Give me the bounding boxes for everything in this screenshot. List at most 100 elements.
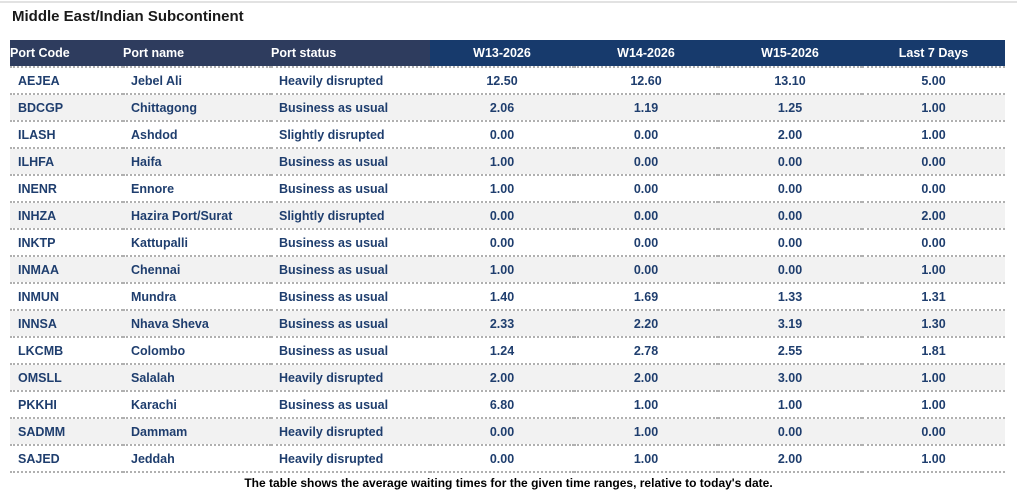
top-divider — [0, 1, 1017, 3]
last-7-days-cell: 5.00 — [862, 66, 1005, 94]
column-header-last-7-days: Last 7 Days — [862, 40, 1005, 67]
w14-2026-cell: 12.60 — [574, 66, 718, 94]
port-code-cell: LKCMB — [10, 336, 123, 364]
w13-2026-cell: 0.00 — [430, 228, 574, 256]
page-title: Middle East/Indian Subcontinent — [12, 8, 244, 25]
port-name-cell: Salalah — [123, 363, 271, 391]
w15-2026-cell: 3.00 — [718, 363, 862, 391]
port-name-cell: Ashdod — [123, 120, 271, 148]
last-7-days-cell: 1.81 — [862, 336, 1005, 364]
last-7-days-cell: 0.00 — [862, 417, 1005, 445]
port-name-cell: Jebel Ali — [123, 66, 271, 94]
column-header-port-status: Port status — [271, 40, 430, 67]
w13-2026-cell: 2.00 — [430, 363, 574, 391]
w14-2026-cell: 0.00 — [574, 174, 718, 202]
w13-2026-cell: 0.00 — [430, 120, 574, 148]
last-7-days-cell: 1.30 — [862, 309, 1005, 337]
w15-2026-cell: 0.00 — [718, 147, 862, 175]
w13-2026-cell: 1.00 — [430, 147, 574, 175]
table-row: LKCMB Colombo Business as usual 1.24 2.78 2.5… — [10, 336, 1005, 364]
last-7-days-cell: 1.00 — [862, 444, 1005, 473]
w15-2026-cell: 1.25 — [718, 93, 862, 121]
column-header-w15-2026: W15-2026 — [718, 40, 862, 67]
w15-2026-cell: 1.33 — [718, 282, 862, 310]
table-row: SADMM Dammam Heavily disrupted 0.00 1.00 0.00… — [10, 417, 1005, 445]
port-waiting-times-table: Port Code Port name Port status W13-2026 W14… — [10, 40, 1005, 473]
port-code-cell: INKTP — [10, 228, 123, 256]
port-code-cell: AEJEA — [10, 66, 123, 94]
port-status-cell: Heavily disrupted — [271, 66, 430, 94]
table-row: INHZA Hazira Port/Surat Slightly disrupted… — [10, 201, 1005, 229]
w14-2026-cell: 0.00 — [574, 255, 718, 283]
w15-2026-cell: 3.19 — [718, 309, 862, 337]
w15-2026-cell: 0.00 — [718, 255, 862, 283]
last-7-days-cell: 0.00 — [862, 147, 1005, 175]
w14-2026-cell: 1.69 — [574, 282, 718, 310]
port-status-cell: Heavily disrupted — [271, 417, 430, 445]
w13-2026-cell: 1.24 — [430, 336, 574, 364]
footer-note: The table shows the average waiting time… — [244, 476, 773, 490]
port-code-cell: OMSLL — [10, 363, 123, 391]
port-code-cell: ILHFA — [10, 147, 123, 175]
table-row: AEJEA Jebel Ali Heavily disrupted 12.50 12.6… — [10, 66, 1005, 94]
column-header-w14-2026: W14-2026 — [574, 40, 718, 67]
port-status-cell: Slightly disrupted — [271, 120, 430, 148]
port-table-body: AEJEA Jebel Ali Heavily disrupted 12.50 12.6… — [10, 66, 1005, 473]
last-7-days-cell: 0.00 — [862, 228, 1005, 256]
table-row: ILASH Ashdod Slightly disrupted 0.00 0.00 2.0… — [10, 120, 1005, 148]
table-row: BDCGP Chittagong Business as usual 2.06 1.19… — [10, 93, 1005, 121]
w15-2026-cell: 13.10 — [718, 66, 862, 94]
table-row: PKKHI Karachi Business as usual 6.80 1.00 1.0… — [10, 390, 1005, 418]
port-name-cell: Kattupalli — [123, 228, 271, 256]
port-code-cell: INMAA — [10, 255, 123, 283]
port-code-cell: INHZA — [10, 201, 123, 229]
port-code-cell: ILASH — [10, 120, 123, 148]
port-code-cell: BDCGP — [10, 93, 123, 121]
last-7-days-cell: 1.00 — [862, 93, 1005, 121]
port-code-cell: PKKHI — [10, 390, 123, 418]
port-name-cell: Colombo — [123, 336, 271, 364]
port-name-cell: Dammam — [123, 417, 271, 445]
w13-2026-cell: 2.06 — [430, 93, 574, 121]
w15-2026-cell: 2.00 — [718, 444, 862, 473]
port-name-cell: Ennore — [123, 174, 271, 202]
port-name-cell: Karachi — [123, 390, 271, 418]
port-name-cell: Hazira Port/Surat — [123, 201, 271, 229]
w14-2026-cell: 0.00 — [574, 147, 718, 175]
table-row: INENR Ennore Business as usual 1.00 0.00 0.00… — [10, 174, 1005, 202]
w13-2026-cell: 0.00 — [430, 201, 574, 229]
port-code-cell: INENR — [10, 174, 123, 202]
last-7-days-cell: 1.00 — [862, 255, 1005, 283]
port-status-cell: Slightly disrupted — [271, 201, 430, 229]
w14-2026-cell: 1.00 — [574, 417, 718, 445]
port-name-cell: Chittagong — [123, 93, 271, 121]
w13-2026-cell: 0.00 — [430, 417, 574, 445]
table-row: OMSLL Salalah Heavily disrupted 2.00 2.00 3.0… — [10, 363, 1005, 391]
port-code-cell: SADMM — [10, 417, 123, 445]
port-status-cell: Heavily disrupted — [271, 363, 430, 391]
port-status-cell: Business as usual — [271, 282, 430, 310]
port-name-cell: Jeddah — [123, 444, 271, 473]
port-status-cell: Business as usual — [271, 309, 430, 337]
w15-2026-cell: 2.00 — [718, 120, 862, 148]
port-status-cell: Business as usual — [271, 147, 430, 175]
w13-2026-cell: 1.40 — [430, 282, 574, 310]
last-7-days-cell: 1.00 — [862, 120, 1005, 148]
last-7-days-cell: 1.00 — [862, 363, 1005, 391]
port-name-cell: Nhava Sheva — [123, 309, 271, 337]
port-status-cell: Business as usual — [271, 228, 430, 256]
column-header-port-name: Port name — [123, 40, 271, 67]
w15-2026-cell: 0.00 — [718, 228, 862, 256]
w15-2026-cell: 0.00 — [718, 417, 862, 445]
w15-2026-cell: 0.00 — [718, 174, 862, 202]
w14-2026-cell: 2.78 — [574, 336, 718, 364]
w13-2026-cell: 0.00 — [430, 444, 574, 473]
w15-2026-cell: 2.55 — [718, 336, 862, 364]
w14-2026-cell: 1.19 — [574, 93, 718, 121]
table-row: INMAA Chennai Business as usual 1.00 0.00 0.0… — [10, 255, 1005, 283]
w13-2026-cell: 12.50 — [430, 66, 574, 94]
port-status-cell: Business as usual — [271, 93, 430, 121]
w14-2026-cell: 2.20 — [574, 309, 718, 337]
w15-2026-cell: 0.00 — [718, 201, 862, 229]
